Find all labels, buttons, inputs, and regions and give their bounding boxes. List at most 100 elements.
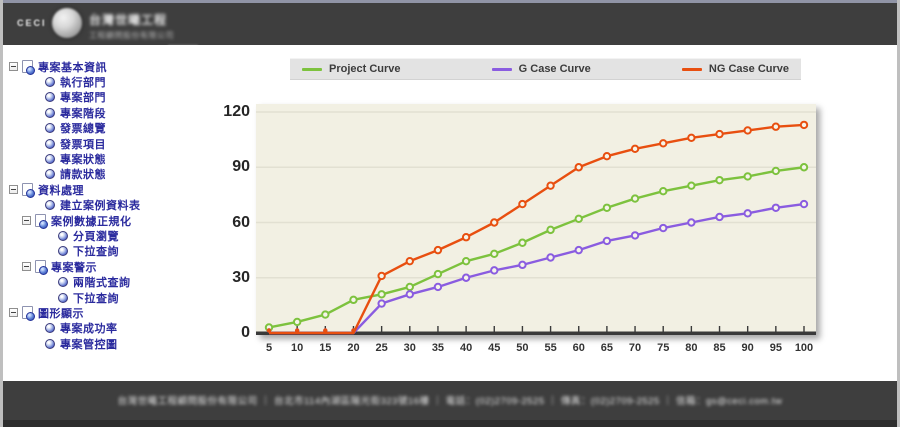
app-footer: 台灣世曦工程顧問股份有限公司 ｜ 台北市114內湖區陽光街323號16樓 ｜ 電… — [3, 381, 897, 427]
x-tick-label: 5 — [265, 342, 273, 354]
x-tick-label: 60 — [572, 342, 585, 354]
tree-item-8[interactable]: 資料處理 — [3, 182, 233, 199]
collapse-icon[interactable] — [9, 62, 18, 72]
x-tick-label: 40 — [459, 342, 473, 354]
tree-item-label: 下拉查詢 — [73, 292, 119, 305]
globe-icon — [45, 323, 55, 334]
legend-label: NG Case Curve — [708, 63, 789, 75]
globe-icon — [58, 292, 68, 303]
globe-icon — [45, 107, 55, 118]
tree-item-label: 專案階段 — [60, 107, 106, 120]
window-top-strip — [3, 0, 897, 3]
x-tick-label: 75 — [657, 342, 670, 354]
plot-background — [256, 104, 816, 335]
legend-swatch — [302, 67, 322, 71]
collapse-icon[interactable] — [22, 216, 31, 226]
x-tick-label: 20 — [347, 342, 360, 354]
globe-icon — [45, 138, 55, 149]
tree-item-13[interactable]: 專案警示 — [3, 259, 233, 276]
collapse-icon[interactable] — [9, 308, 18, 318]
tree-item-16[interactable]: 圖形顯示 — [3, 305, 233, 322]
tree-item-label: 兩階式查詢 — [73, 277, 131, 290]
x-tick-label: 25 — [375, 342, 388, 354]
x-tick-label: 95 — [769, 342, 782, 354]
nav-tree: 專案基本資訊執行部門專案部門專案階段 發票總覽發票項目專案狀態請款狀態資料處理建立… — [3, 59, 233, 351]
tree-item-label: 案例數據正規化 — [51, 215, 132, 228]
folder-page-icon — [35, 214, 48, 230]
header-title: 台灣世曦工程 工程顧問股份有限公司 — [89, 11, 174, 41]
globe-icon — [58, 246, 68, 257]
y-tick-label: 30 — [232, 268, 250, 286]
main-content: Project Curve G Case Curve NG Case Curve 0… — [223, 45, 897, 381]
legend-item-2: NG Case Curve — [681, 63, 789, 75]
tree-item-9[interactable]: 建立案例資料表 — [3, 198, 233, 213]
tree-item-15[interactable]: 下拉查詢 — [3, 290, 233, 305]
globe-icon — [58, 277, 68, 288]
legend-label: G Case Curve — [518, 63, 591, 75]
x-tick-label: 65 — [600, 342, 614, 354]
x-tick-label: 70 — [628, 342, 642, 354]
x-tick-label: 55 — [544, 342, 557, 354]
legend-item-0: Project Curve — [302, 63, 401, 75]
tree-item-17[interactable]: 專案成功率 — [3, 321, 233, 336]
y-tick-label: 120 — [223, 103, 250, 120]
legend-item-1: G Case Curve — [491, 63, 591, 75]
globe-icon — [45, 77, 55, 88]
tree-item-2[interactable]: 專案部門 — [3, 90, 233, 105]
x-tick-label: 10 — [291, 342, 304, 354]
tree-item-7[interactable]: 請款狀態 — [3, 167, 233, 182]
y-tick-label: 60 — [232, 213, 250, 231]
folder-page-icon — [35, 260, 48, 276]
x-tick-label: 100 — [794, 342, 814, 354]
tree-item-label: 專案部門 — [60, 92, 106, 105]
tree-item-label: 專案管控圖 — [60, 338, 118, 351]
x-tick-label: 30 — [403, 342, 416, 354]
tree-item-5[interactable]: 發票項目 — [3, 136, 233, 151]
x-tick-label: 80 — [685, 342, 698, 354]
legend-swatch — [681, 67, 702, 71]
tree-item-label: 專案狀態 — [60, 154, 106, 167]
chart-area: 0 30 60 90 120 5 10 15 20 25 30 35 40 45 50 55 60 65 70 75… — [223, 103, 816, 354]
globe-icon — [45, 338, 55, 349]
tree-item-6[interactable]: 專案狀態 — [3, 151, 233, 166]
tree-item-0[interactable]: 專案基本資訊 — [3, 59, 233, 76]
folder-page-icon — [22, 60, 35, 76]
tree-item-label: 執行部門 — [60, 77, 106, 90]
line-chart — [256, 111, 816, 335]
collapse-icon[interactable] — [22, 262, 31, 272]
chart-legend: Project Curve G Case Curve NG Case Curve — [290, 58, 801, 80]
y-tick-label: 0 — [241, 324, 250, 341]
y-tick-label: 90 — [232, 158, 250, 176]
company-logo — [52, 8, 82, 38]
header-title-line2: 工程顧問股份有限公司 — [89, 31, 174, 40]
legend-label: Project Curve — [329, 63, 401, 75]
tree-item-label: 請款狀態 — [60, 169, 106, 182]
x-tick-label: 85 — [713, 342, 726, 354]
brand-text: CECI — [17, 18, 47, 28]
tree-item-4[interactable]: 發票總覽 — [3, 121, 233, 136]
tree-item-label: 圖形顯示 — [38, 307, 84, 320]
folder-page-icon — [22, 183, 35, 199]
globe-icon — [45, 123, 55, 134]
tree-item-14[interactable]: 兩階式查詢 — [3, 274, 233, 289]
tree-item-11[interactable]: 分頁瀏覽 — [3, 228, 233, 243]
tree-item-1[interactable]: 執行部門 — [3, 74, 233, 89]
tree-item-label: 專案基本資訊 — [38, 61, 107, 74]
collapse-icon[interactable] — [9, 185, 18, 195]
tree-item-3[interactable]: 專案階段 — [3, 105, 233, 120]
tree-item-label: 發票項目 — [60, 138, 106, 151]
x-tick-label: 35 — [431, 342, 445, 354]
x-tick-label: 50 — [516, 342, 529, 354]
globe-icon — [45, 169, 55, 180]
globe-icon — [58, 230, 68, 241]
tree-item-12[interactable]: 下拉查詢 — [3, 244, 233, 259]
tree-item-18[interactable]: 專案管控圖 — [3, 336, 233, 351]
app-window: CECI 台灣世曦工程 工程顧問股份有限公司 專案基本資訊執行部門專案部門專案階… — [3, 0, 897, 427]
tree-item-label: 建立案例資料表 — [60, 200, 141, 213]
tree-item-label: 資料處理 — [38, 184, 84, 197]
legend-swatch — [491, 67, 512, 71]
x-tick-label: 45 — [488, 342, 501, 354]
tree-item-10[interactable]: 案例數據正規化 — [3, 213, 233, 230]
header-title-line1: 台灣世曦工程 — [89, 13, 168, 27]
tree-item-label: 分頁瀏覽 — [73, 231, 119, 243]
